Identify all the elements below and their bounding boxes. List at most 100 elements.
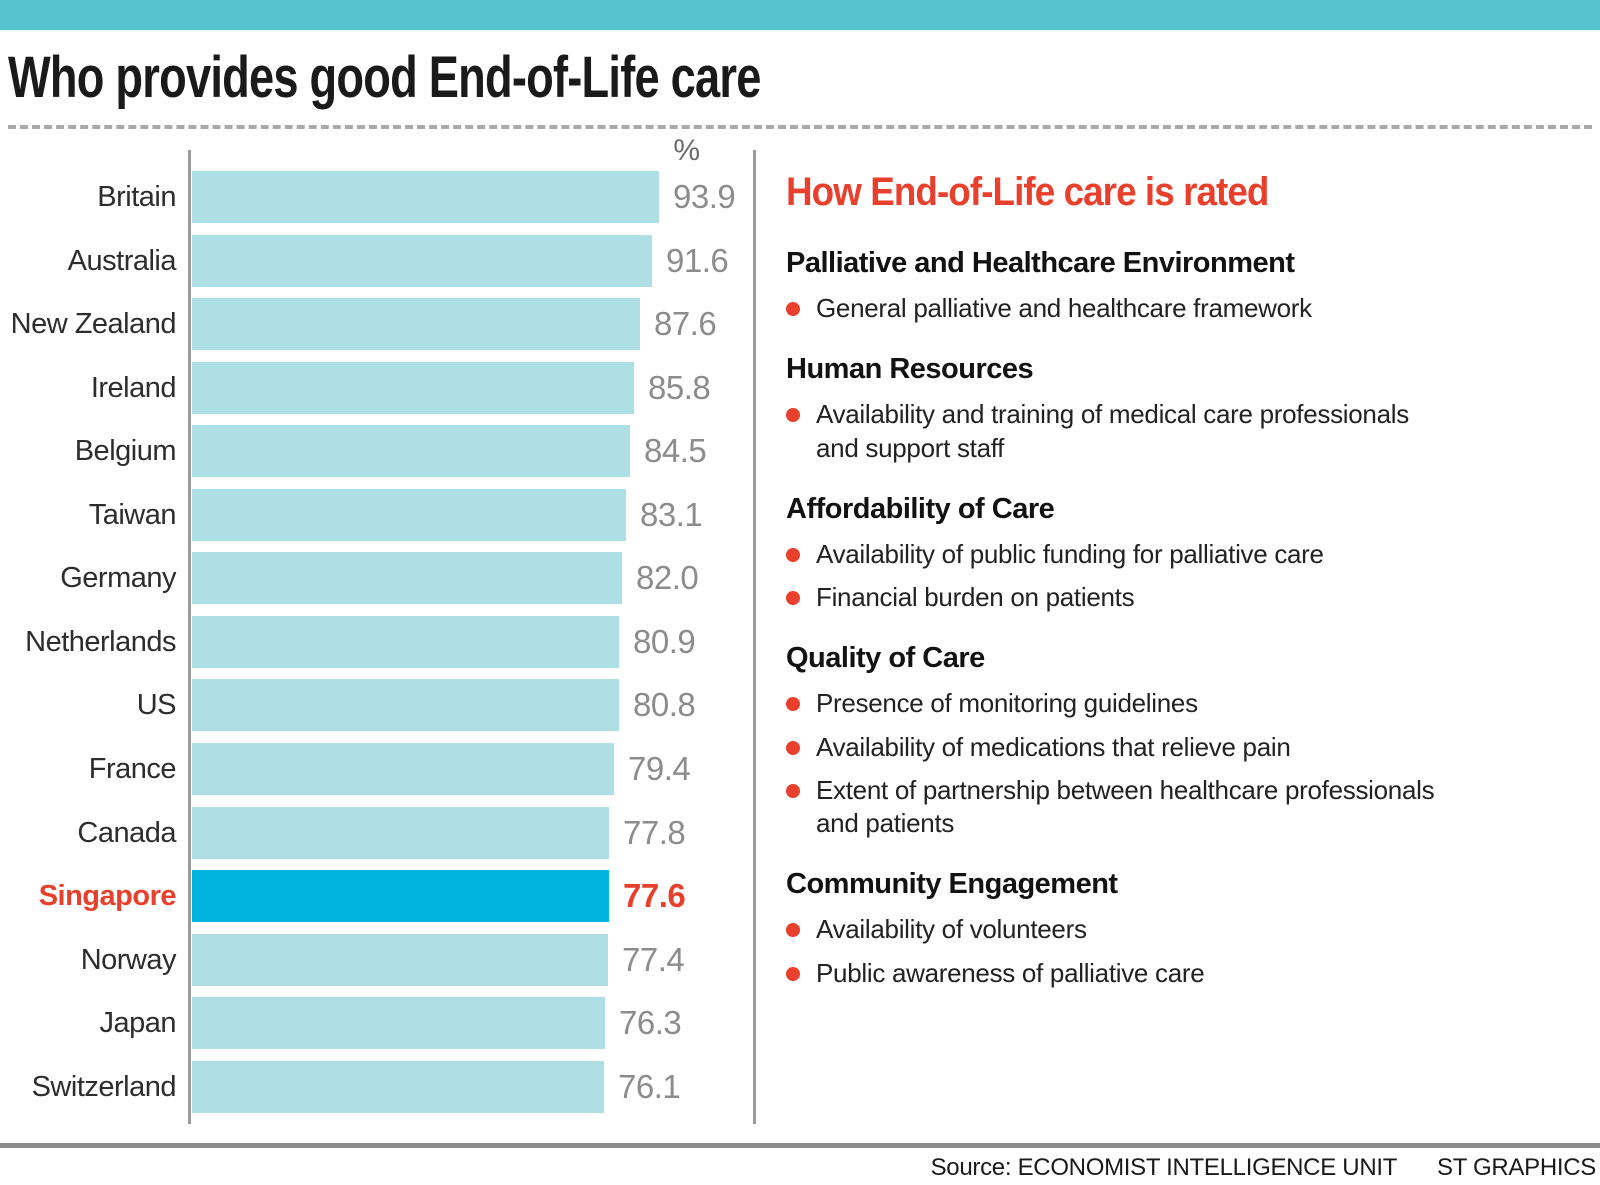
panel-heading: How End-of-Life care is rated bbox=[786, 170, 1269, 214]
bar-row: Taiwan 83.1 bbox=[0, 489, 1600, 541]
value-label: 93.9 bbox=[673, 178, 736, 215]
bar bbox=[192, 425, 630, 477]
bar-row: Netherlands 80.9 bbox=[0, 616, 1600, 668]
value-label: 87.6 bbox=[654, 305, 717, 342]
percent-axis-label: % bbox=[673, 134, 700, 167]
page-title: Who provides good End-of-Life care bbox=[8, 45, 761, 110]
bar bbox=[192, 552, 622, 604]
value-label: 77.6 bbox=[623, 877, 686, 914]
country-label: Netherlands bbox=[25, 625, 176, 658]
bar-row: Singapore 77.6 bbox=[0, 870, 1600, 922]
bullet-dot-icon bbox=[786, 966, 800, 981]
criteria-section: Community Engagement Availability of volu… bbox=[786, 868, 1581, 990]
country-label: New Zealand bbox=[10, 307, 177, 340]
bar-highlighted bbox=[192, 870, 609, 922]
header-accent-bar bbox=[0, 0, 1600, 30]
bar bbox=[192, 679, 619, 731]
country-label: Belgium bbox=[74, 434, 177, 467]
country-label: Britain bbox=[97, 180, 176, 213]
bar bbox=[192, 934, 608, 986]
value-label: 82.0 bbox=[636, 559, 699, 596]
criteria-section: Palliative and Healthcare Environment Gen… bbox=[786, 247, 1581, 325]
panel-divider-line bbox=[753, 150, 756, 1124]
criteria-section-heading: Human Resources bbox=[786, 353, 1034, 386]
criteria-section: Human Resources Availability and training… bbox=[786, 353, 1581, 465]
criteria-bullet: Availability of public funding for palli… bbox=[786, 538, 1581, 571]
footer-rule bbox=[0, 1143, 1600, 1148]
chart-axis-line bbox=[188, 150, 191, 1124]
country-label: Switzerland bbox=[31, 1070, 177, 1103]
criteria-bullet: Financial burden on patients bbox=[786, 581, 1581, 614]
country-label: Australia bbox=[67, 244, 177, 277]
bullet-dot-icon bbox=[786, 740, 800, 755]
bullet-dot-icon bbox=[786, 591, 800, 606]
bar-row: Norway 77.4 bbox=[0, 934, 1600, 986]
panel-sections-container: Palliative and Healthcare Environment Gen… bbox=[786, 247, 1581, 990]
criteria-section-heading: Palliative and Healthcare Environment bbox=[786, 247, 1295, 279]
bar-row: Japan 76.3 bbox=[0, 997, 1600, 1049]
country-label: Norway bbox=[80, 943, 177, 976]
graphics-credit: ST GRAPHICS bbox=[1437, 1154, 1596, 1181]
bullet-dot-icon bbox=[786, 697, 800, 712]
bullet-dot-icon bbox=[786, 408, 800, 423]
value-label: 77.8 bbox=[623, 814, 686, 851]
criteria-bullet: Public awareness of palliative care bbox=[786, 957, 1581, 990]
criteria-bullet: Availability and training of medical car… bbox=[786, 398, 1581, 465]
criteria-bullet: Availability of volunteers bbox=[786, 913, 1581, 946]
bar bbox=[192, 171, 659, 223]
rating-criteria-panel: How End-of-Life care is rated Palliative… bbox=[786, 170, 1581, 1000]
bar-row: Switzerland 76.1 bbox=[0, 1061, 1600, 1113]
value-label: 83.1 bbox=[640, 496, 703, 533]
title-separator bbox=[8, 125, 1592, 129]
bar bbox=[192, 489, 626, 541]
criteria-bullet: Presence of monitoring guidelines bbox=[786, 687, 1581, 720]
criteria-bullet: Extent of partnership between healthcare… bbox=[786, 774, 1581, 841]
bullet-dot-icon bbox=[786, 302, 800, 316]
bar-row: US 80.8 bbox=[0, 679, 1600, 731]
bar bbox=[192, 298, 640, 350]
country-label: Ireland bbox=[90, 371, 177, 404]
criteria-section: Quality of Care Presence of monitoring gu… bbox=[786, 642, 1581, 840]
bar-row: Belgium 84.5 bbox=[0, 425, 1600, 477]
country-label: US bbox=[136, 688, 177, 721]
bar bbox=[192, 362, 634, 414]
country-label: Taiwan bbox=[88, 498, 177, 531]
value-label: 80.9 bbox=[633, 623, 696, 660]
value-label: 85.8 bbox=[648, 369, 711, 406]
bullet-dot-icon bbox=[786, 783, 800, 798]
criteria-section: Affordability of Care Availability of pub… bbox=[786, 493, 1581, 615]
country-label: Canada bbox=[77, 816, 176, 849]
bar bbox=[192, 807, 609, 859]
bar-row: Australia 91.6 bbox=[0, 235, 1600, 287]
criteria-bullet: General palliative and healthcare framew… bbox=[786, 292, 1581, 325]
bullet-dot-icon bbox=[786, 923, 800, 938]
value-label: 80.8 bbox=[633, 686, 696, 723]
value-label: 76.1 bbox=[618, 1068, 681, 1105]
criteria-bullet: Availability of medications that relieve… bbox=[786, 731, 1581, 764]
bar bbox=[192, 616, 619, 668]
bar bbox=[192, 997, 605, 1049]
value-label: 91.6 bbox=[666, 242, 729, 279]
country-label: France bbox=[88, 752, 177, 785]
bar-row: Germany 82.0 bbox=[0, 552, 1600, 604]
value-label: 76.3 bbox=[619, 1004, 682, 1041]
country-label: Germany bbox=[60, 561, 176, 594]
bar-row: Canada 77.8 bbox=[0, 807, 1600, 859]
bar-row: Britain 93.9 bbox=[0, 171, 1600, 223]
bar bbox=[192, 1061, 604, 1113]
bullet-dot-icon bbox=[786, 547, 800, 562]
bar-row: France 79.4 bbox=[0, 743, 1600, 795]
bar-row: Ireland 85.8 bbox=[0, 362, 1600, 414]
value-label: 79.4 bbox=[628, 750, 691, 787]
criteria-section-heading: Community Engagement bbox=[786, 868, 1118, 901]
country-label: Japan bbox=[99, 1006, 176, 1039]
value-label: 84.5 bbox=[644, 432, 707, 469]
bar bbox=[192, 743, 614, 795]
criteria-section-heading: Affordability of Care bbox=[786, 492, 1055, 525]
value-label: 77.4 bbox=[622, 941, 685, 978]
bar bbox=[192, 235, 652, 287]
bar-row: New Zealand 87.6 bbox=[0, 298, 1600, 350]
criteria-section-heading: Quality of Care bbox=[786, 642, 985, 675]
source-credit: Source: ECONOMIST INTELLIGENCE UNIT bbox=[930, 1154, 1397, 1181]
footer-text: Source: ECONOMIST INTELLIGENCE UNIT ST G… bbox=[930, 1154, 1597, 1182]
